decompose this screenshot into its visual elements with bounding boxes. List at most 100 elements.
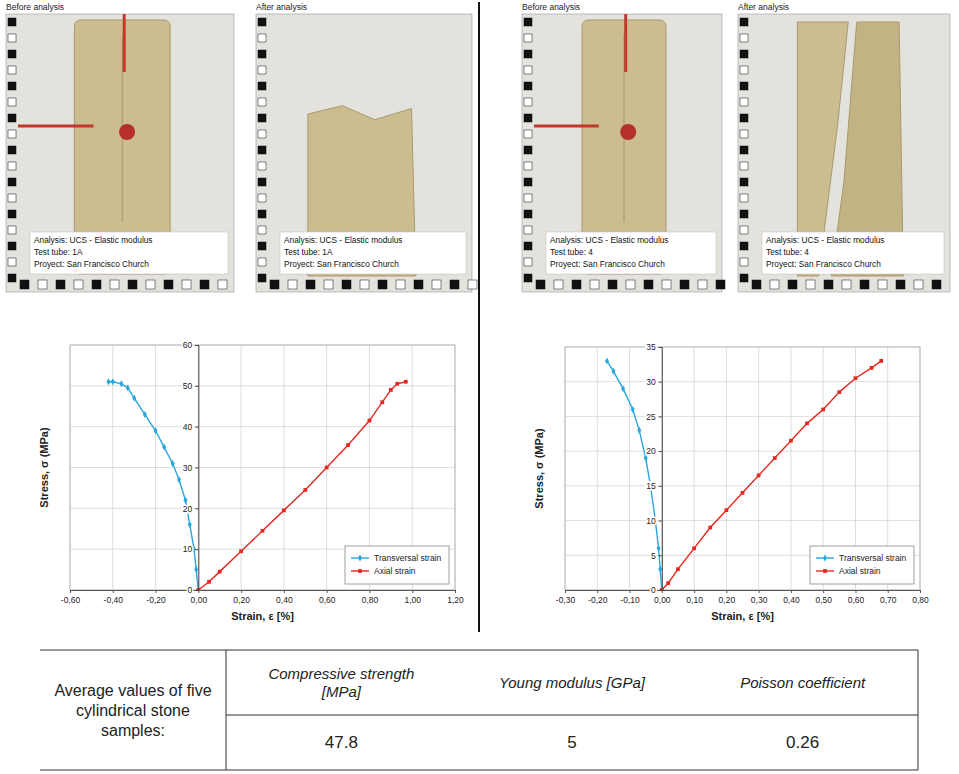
table-rule	[226, 650, 227, 770]
ruler-mark	[842, 280, 851, 289]
caption-line: Proyect: San Francisco Church	[550, 259, 665, 269]
series-marker	[621, 385, 625, 392]
y-tick-label: 0	[188, 585, 193, 595]
grid-line	[629, 347, 630, 590]
series-marker	[657, 545, 661, 552]
photo: Before analysisAnalysis: UCS - Elastic m…	[6, 2, 234, 292]
x-tick-label: 0,80	[362, 595, 379, 605]
ruler-mark	[524, 210, 532, 218]
legend: Transversal strainAxial strain	[810, 546, 914, 584]
ruler-mark	[698, 280, 707, 289]
ruler-mark	[74, 280, 83, 289]
ruler-mark	[258, 178, 266, 186]
ruler-mark	[450, 280, 459, 289]
x-tick-label: -0,30	[556, 595, 576, 605]
series-marker	[143, 411, 147, 418]
y-tick-label: 30	[183, 463, 193, 473]
figure: Before analysisAnalysis: UCS - Elastic m…	[0, 0, 959, 774]
ruler-mark	[788, 280, 797, 289]
ruler-mark	[740, 130, 748, 138]
series-marker	[106, 378, 110, 385]
y-tick-mark	[195, 468, 198, 469]
caption-line: Test tube: 4	[766, 247, 809, 257]
photo-heading: After analysis	[738, 2, 789, 12]
series-marker	[132, 395, 136, 402]
y-tick: 30	[183, 463, 198, 473]
x-tick: 0,60	[319, 590, 336, 605]
legend-marker	[823, 555, 827, 562]
x-tick-label: 0,30	[751, 595, 768, 605]
ruler-mark	[258, 210, 266, 218]
x-tick-label: 0,10	[686, 595, 703, 605]
sensor-wire	[18, 125, 94, 128]
series-marker	[666, 581, 670, 585]
legend-box	[810, 546, 914, 584]
photo-heading: Before analysis	[522, 2, 580, 12]
x-tick: -0,60	[61, 590, 81, 605]
y-tick-label: 20	[183, 504, 193, 514]
sensor-wire	[123, 14, 126, 72]
ruler-mark	[258, 130, 266, 138]
x-tick: -0,30	[556, 590, 576, 605]
y-tick-mark	[659, 382, 662, 383]
x-tick-mark	[920, 590, 921, 593]
caption-box	[762, 232, 944, 274]
ruler-mark	[8, 114, 16, 122]
series-marker	[111, 378, 115, 385]
ruler-mark	[524, 146, 532, 154]
series-marker	[395, 382, 399, 386]
series-marker	[692, 546, 696, 550]
ruler-mark	[590, 280, 599, 289]
x-tick-label: -0,20	[146, 595, 166, 605]
caption-box	[30, 232, 228, 274]
grid-line	[726, 347, 727, 590]
series-marker	[218, 570, 222, 574]
y-tick-mark	[659, 347, 662, 348]
plot-area	[70, 345, 455, 590]
x-tick: 0,40	[783, 590, 800, 605]
x-tick-mark	[694, 590, 695, 593]
series-marker	[177, 476, 181, 483]
ruler-mark	[258, 98, 266, 106]
series-marker	[805, 422, 809, 426]
x-tick-mark	[791, 590, 792, 593]
table-rule	[226, 715, 918, 716]
ruler-mark	[414, 280, 423, 289]
ruler-mark	[8, 162, 16, 170]
x-tick: 1,20	[447, 590, 464, 605]
ruler-mark	[524, 162, 532, 170]
y-tick-mark	[659, 451, 662, 452]
x-tick: 0,80	[362, 590, 379, 605]
series-marker	[368, 419, 372, 423]
ruler-mark	[524, 178, 532, 186]
ruler-mark	[740, 98, 748, 106]
legend-label: Transversal strain	[374, 553, 442, 563]
y-tick-mark	[659, 486, 662, 487]
ruler-mark	[8, 226, 16, 234]
ruler-mark	[258, 258, 266, 266]
x-tick-label: 0,50	[815, 595, 832, 605]
ruler-mark	[258, 194, 266, 202]
grid	[70, 345, 455, 590]
x-tick: 0,20	[719, 590, 736, 605]
series-marker	[162, 444, 166, 451]
x-tick-label: 0,60	[319, 595, 336, 605]
x-tick: 0,80	[912, 590, 929, 605]
x-tick-label: 0,00	[654, 595, 671, 605]
ruler-mark	[524, 18, 532, 26]
ruler-mark	[8, 178, 16, 186]
ruler-mark	[56, 280, 65, 289]
caption-line: Proyect: San Francisco Church	[284, 259, 399, 269]
y-tick-mark	[659, 555, 662, 556]
photo-heading: After analysis	[256, 2, 307, 12]
ruler-mark	[182, 280, 191, 289]
series-marker	[611, 368, 615, 375]
grid-line	[70, 508, 455, 509]
caption-box	[280, 232, 466, 274]
y-tick-mark	[195, 345, 198, 346]
ruler-mark	[554, 280, 563, 289]
ruler-mark	[146, 280, 155, 289]
x-tick-mark	[369, 590, 370, 593]
x-tick-mark	[759, 590, 760, 593]
y-axis-title: Stress, σ (MPa)	[533, 428, 545, 509]
